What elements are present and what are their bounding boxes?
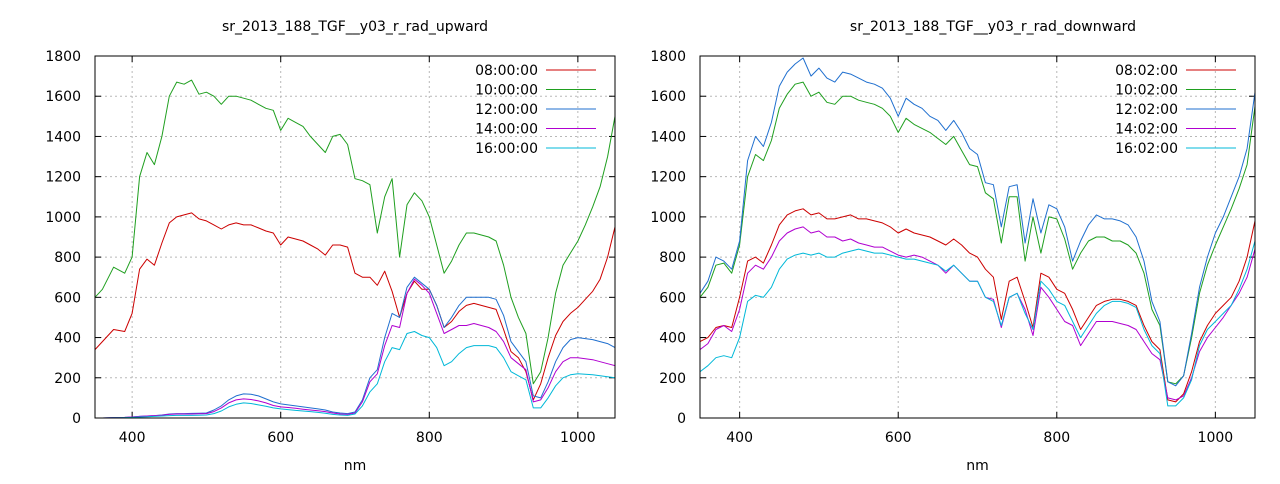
y-tick-label: 200 xyxy=(54,371,81,387)
legend-label: 12:02:00 xyxy=(1115,102,1178,118)
y-tick-label: 800 xyxy=(54,250,81,266)
y-tick-label: 400 xyxy=(659,331,686,347)
x-tick-label: 600 xyxy=(267,430,294,446)
y-tick-label: 1600 xyxy=(650,89,686,105)
legend-label: 14:00:00 xyxy=(475,122,538,138)
legend-label: 10:00:00 xyxy=(475,83,538,99)
legend-label: 08:00:00 xyxy=(475,63,538,79)
chart-title: sr_2013_188_TGF__y03_r_rad_upward xyxy=(222,19,488,35)
y-tick-label: 600 xyxy=(54,290,81,306)
legend-label: 16:02:00 xyxy=(1115,141,1178,157)
x-tick-label: 800 xyxy=(416,430,443,446)
series-line-4 xyxy=(700,240,1255,407)
y-tick-label: 0 xyxy=(72,411,81,427)
chart-downward: sr_2013_188_TGF__y03_r_rad_downward 0 200 4… xyxy=(650,19,1256,474)
series-line-0 xyxy=(95,212,615,401)
plot-border xyxy=(94,55,616,419)
y-tick-label: 800 xyxy=(659,250,686,266)
series-group xyxy=(95,79,615,418)
x-axis-label: nm xyxy=(966,458,989,474)
plot-border xyxy=(699,55,1256,419)
y-tick-label: 200 xyxy=(659,371,686,387)
series-group xyxy=(700,57,1255,407)
x-tick-label: 1000 xyxy=(1198,430,1234,446)
x-tick-label: 1000 xyxy=(560,430,596,446)
y-tick-label: 0 xyxy=(677,411,686,427)
legend-label: 12:00:00 xyxy=(475,102,538,118)
y-tick-label: 1200 xyxy=(650,170,686,186)
x-tick-label: 800 xyxy=(1043,430,1070,446)
x-tick-label: 600 xyxy=(885,430,912,446)
y-tick-label: 1800 xyxy=(45,49,81,65)
x-axis-label: nm xyxy=(344,458,367,474)
legend-label: 10:02:00 xyxy=(1115,83,1178,99)
y-tick-label: 1000 xyxy=(45,210,81,226)
y-tick-label: 600 xyxy=(659,290,686,306)
series-line-4 xyxy=(95,331,615,418)
series-line-3 xyxy=(95,278,615,418)
series-line-3 xyxy=(700,226,1255,401)
y-tick-label: 400 xyxy=(54,331,81,347)
y-tick-label: 1800 xyxy=(650,49,686,65)
legend-label: 16:00:00 xyxy=(475,141,538,157)
y-tick-label: 1200 xyxy=(45,170,81,186)
series-line-0 xyxy=(700,208,1255,403)
legend-label: 08:02:00 xyxy=(1115,63,1178,79)
y-tick-label: 1600 xyxy=(45,89,81,105)
chart-upward: sr_2013_188_TGF__y03_r_rad_upward 0 200 400… xyxy=(45,19,616,474)
series-line-2 xyxy=(95,276,615,418)
chart-title: sr_2013_188_TGF__y03_r_rad_downward xyxy=(850,19,1136,35)
series-line-2 xyxy=(700,57,1255,387)
y-tick-label: 1400 xyxy=(650,129,686,145)
x-tick-label: 400 xyxy=(726,430,753,446)
series-line-1 xyxy=(95,79,615,385)
legend-label: 14:02:00 xyxy=(1115,122,1178,138)
y-tick-label: 1000 xyxy=(650,210,686,226)
y-tick-label: 1400 xyxy=(45,129,81,145)
x-tick-label: 400 xyxy=(119,430,146,446)
